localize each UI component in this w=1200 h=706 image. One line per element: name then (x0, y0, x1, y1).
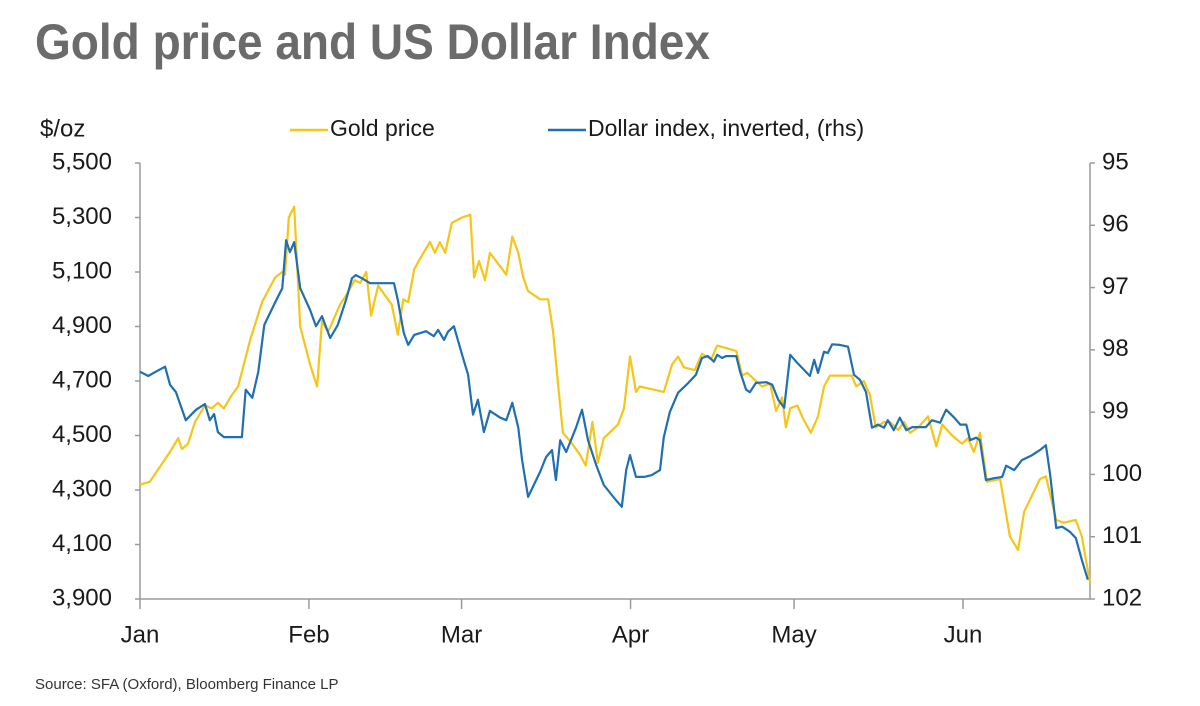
chart-title: Gold price and US Dollar Index (35, 14, 710, 70)
legend-label: Dollar index, inverted, (rhs) (588, 115, 864, 141)
y-tick-label: 5,100 (52, 257, 112, 284)
y2-tick-label: 101 (1102, 522, 1142, 549)
y-tick-label: 5,300 (52, 203, 112, 230)
y2-tick-label: 102 (1102, 584, 1142, 611)
y2-tick-label: 98 (1102, 335, 1129, 362)
axes (139, 163, 1091, 600)
y-tick-label: 4,900 (52, 312, 112, 339)
y2-tick-label: 95 (1102, 148, 1129, 175)
x-tick-label: Mar (441, 621, 482, 648)
x-tick-label: Jan (121, 621, 160, 648)
x-tick-label: May (771, 621, 816, 648)
y-tick-label: 5,500 (52, 148, 112, 175)
y-tick-label: 4,300 (52, 475, 112, 502)
y-tick-label: 4,500 (52, 421, 112, 448)
y-axis-label: $/oz (40, 115, 85, 142)
y-tick-label: 4,100 (52, 530, 112, 557)
y2-tick-label: 96 (1102, 211, 1129, 238)
x-tick-label: Apr (612, 621, 649, 648)
y2-tick-label: 100 (1102, 460, 1142, 487)
series-line (139, 205, 1092, 583)
series-line (139, 239, 1089, 581)
y2-tick-label: 99 (1102, 397, 1129, 424)
x-tick-label: Jun (944, 621, 983, 648)
y-tick-label: 3,900 (52, 584, 112, 611)
source-note: Source: SFA (Oxford), Bloomberg Finance … (35, 676, 338, 693)
legend-label: Gold price (330, 115, 435, 141)
x-tick-label: Feb (288, 621, 329, 648)
y-tick-label: 4,700 (52, 366, 112, 393)
y2-tick-label: 97 (1102, 273, 1129, 300)
